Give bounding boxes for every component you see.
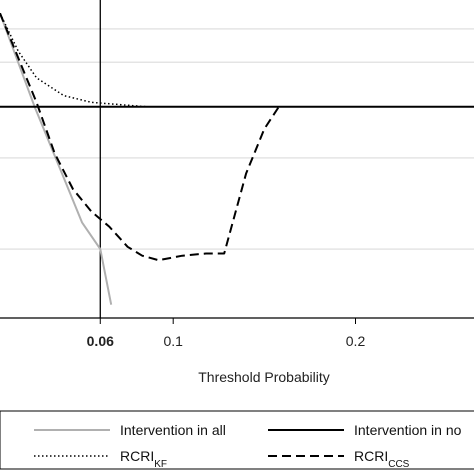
legend-label-2-part-0: RCRI (120, 448, 154, 464)
legend-label-2-part-1: KF (154, 459, 167, 470)
x-axis-ticks: 0.06 0.1 0.2 (87, 318, 366, 349)
legend: Intervention in all Intervention in no RCR… (34, 422, 462, 470)
legend-label-1: Intervention in no (354, 422, 462, 438)
legend-label-0-part-0: Intervention in all (120, 422, 226, 438)
legend-label-3-part-0: RCRI (354, 448, 388, 464)
legend-label-2: RCRIKF (120, 448, 167, 470)
series-lines (0, 12, 474, 305)
x-axis-title: Threshold Probability (198, 369, 330, 385)
x-tick-label-1: 0.1 (163, 333, 183, 349)
legend-label-3: RCRICCS (354, 448, 410, 470)
series-line-2 (0, 12, 201, 108)
legend-box (0, 410, 474, 470)
series-line-0 (0, 12, 113, 305)
legend-label-3-part-1: CCS (388, 459, 409, 470)
grid-lines (0, 28, 474, 250)
series-line-3 (0, 12, 280, 262)
x-tick-label-0: 0.06 (87, 333, 114, 349)
x-tick-label-2: 0.2 (346, 333, 366, 349)
legend-label-1-part-0: Intervention in no (354, 422, 462, 438)
legend-label-0: Intervention in all (120, 422, 226, 438)
